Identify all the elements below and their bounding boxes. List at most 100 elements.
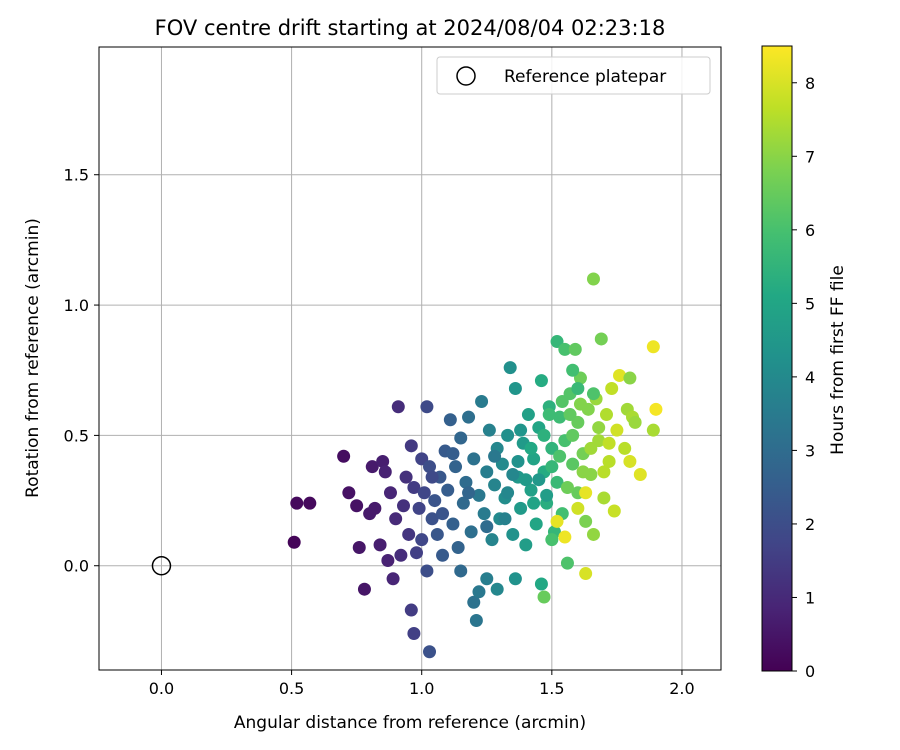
- data-point: [396, 499, 410, 513]
- data-point: [524, 483, 538, 497]
- data-point: [386, 572, 400, 586]
- data-point: [381, 554, 395, 568]
- colorbar-tick-label: 0: [805, 662, 815, 681]
- data-point: [558, 530, 572, 544]
- data-point: [469, 613, 483, 627]
- data-point: [566, 363, 580, 377]
- colorbar-tick-label: 1: [805, 588, 815, 607]
- reference-marker: [151, 555, 172, 576]
- legend-label: Reference platepar: [504, 67, 666, 87]
- colorbar-tick-label: 6: [805, 221, 815, 240]
- data-point: [571, 381, 585, 395]
- data-point: [550, 514, 564, 528]
- data-points: [287, 272, 663, 659]
- data-point: [399, 470, 413, 484]
- data-point: [568, 342, 582, 356]
- data-point: [407, 627, 421, 641]
- data-point: [391, 400, 405, 414]
- data-point: [529, 517, 543, 531]
- data-point: [456, 496, 470, 510]
- data-point: [586, 272, 600, 286]
- chart-title: FOV centre drift starting at 2024/08/04 …: [155, 16, 666, 40]
- y-axis-ticks: 0.0 0.5 1.0 1.5: [64, 166, 99, 576]
- colorbar-gradient: [761, 45, 793, 672]
- data-point: [592, 421, 606, 435]
- data-point: [498, 512, 512, 526]
- data-point: [501, 486, 515, 500]
- data-point: [563, 408, 577, 422]
- data-point: [407, 481, 421, 495]
- data-point: [519, 538, 533, 552]
- data-point: [594, 332, 608, 346]
- data-point: [586, 527, 600, 541]
- data-point: [480, 520, 494, 534]
- data-point: [490, 582, 504, 596]
- data-point: [613, 368, 627, 382]
- data-point: [514, 501, 528, 515]
- colorbar: 0 1 2 3 4 5 6 7 8 Hours from first FF file: [761, 45, 848, 681]
- legend-box: [436, 56, 711, 95]
- data-point: [464, 525, 478, 539]
- data-point: [633, 467, 647, 481]
- data-point: [425, 512, 439, 526]
- data-point: [467, 595, 481, 609]
- data-point: [558, 342, 572, 356]
- x-tick-label: 0.0: [149, 679, 174, 698]
- data-point: [610, 423, 624, 437]
- data-point: [459, 475, 473, 489]
- data-point: [394, 548, 408, 562]
- data-point: [417, 486, 431, 500]
- data-point: [508, 572, 522, 586]
- data-point: [436, 548, 450, 562]
- data-point: [623, 371, 637, 385]
- colorbar-tick-label: 4: [805, 368, 815, 387]
- data-point: [477, 507, 491, 521]
- data-point: [376, 454, 390, 468]
- data-point: [368, 501, 382, 515]
- data-point: [420, 564, 434, 578]
- data-point: [365, 460, 379, 474]
- data-point: [373, 538, 387, 552]
- data-point: [540, 488, 554, 502]
- data-point: [534, 577, 548, 591]
- data-point: [337, 449, 351, 463]
- data-point: [597, 491, 611, 505]
- data-point: [428, 494, 442, 508]
- legend: Reference platepar: [436, 56, 711, 95]
- data-point: [576, 465, 590, 479]
- colorbar-tick-label: 2: [805, 515, 815, 534]
- data-point: [423, 645, 437, 659]
- data-point: [454, 564, 468, 578]
- data-point: [383, 486, 397, 500]
- data-point: [646, 340, 660, 354]
- data-point: [524, 441, 538, 455]
- data-point: [508, 381, 522, 395]
- data-point: [537, 428, 551, 442]
- data-point: [602, 436, 616, 450]
- data-point: [462, 486, 476, 500]
- data-point: [584, 441, 598, 455]
- data-point: [436, 507, 450, 521]
- data-point: [521, 408, 535, 422]
- data-point: [527, 452, 541, 466]
- x-tick-label: 1.5: [539, 679, 564, 698]
- data-point: [542, 408, 556, 422]
- data-point: [342, 486, 356, 500]
- data-point: [443, 413, 457, 427]
- data-point: [488, 449, 502, 463]
- data-point: [423, 460, 437, 474]
- plot-background: [99, 47, 721, 670]
- data-point: [350, 499, 364, 513]
- plot-frame: [98, 46, 722, 671]
- data-point: [553, 410, 567, 424]
- x-tick-label: 1.0: [409, 679, 434, 698]
- data-point: [537, 590, 551, 604]
- y-tick-label: 0.5: [64, 426, 89, 445]
- data-point: [566, 457, 580, 471]
- data-point: [420, 400, 434, 414]
- data-point: [482, 423, 496, 437]
- data-point: [352, 540, 366, 554]
- data-point: [290, 496, 304, 510]
- data-point: [646, 423, 660, 437]
